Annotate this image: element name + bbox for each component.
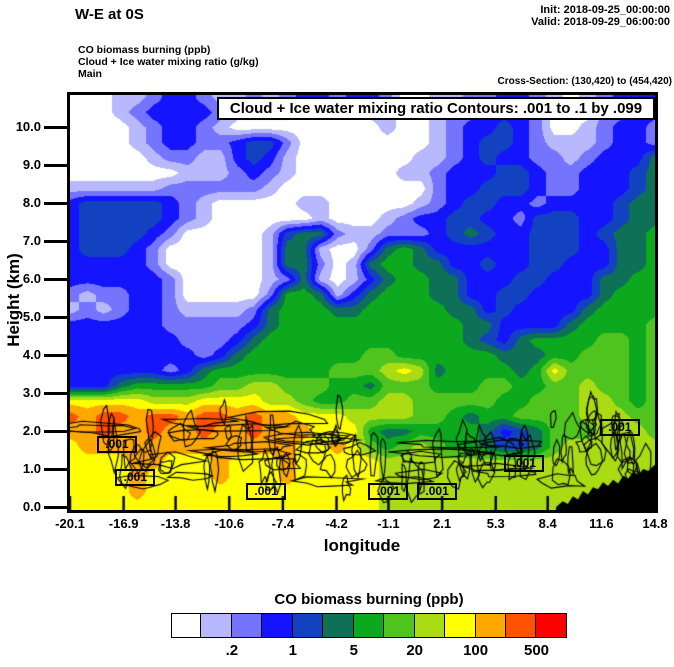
- colorbar-tick-label: .2: [225, 642, 239, 659]
- y-axis-title: Height (km): [4, 253, 23, 347]
- y-tick: [44, 392, 70, 395]
- cloud-contour-label: .001: [96, 435, 137, 453]
- field-line-main: Main: [78, 68, 102, 80]
- field-descriptions: CO biomass burning (ppb) Cloud + Ice wat…: [78, 44, 259, 80]
- x-tick-label: -20.1: [55, 516, 85, 531]
- y-tick-label: 2.0: [22, 423, 41, 438]
- y-tick: [44, 278, 70, 281]
- colorbar-swatch: [292, 613, 324, 638]
- x-axis-title: longitude: [323, 536, 401, 555]
- colorbar-swatch: [445, 613, 476, 638]
- y-tick: [44, 354, 70, 357]
- y-tick-label: 6.0: [22, 271, 41, 286]
- y-tick: [44, 316, 70, 319]
- valid-time: Valid: 2018-09-29_06:00:00: [531, 16, 670, 28]
- colorbar-tick-label: 1: [288, 642, 297, 659]
- colorbar-swatch: [171, 613, 202, 638]
- cloud-contour-label: .001: [599, 418, 640, 436]
- y-tick: [44, 468, 70, 471]
- y-tick-label: 8.0: [22, 195, 41, 210]
- colorbar-swatch: [414, 613, 446, 638]
- x-tick-label: -16.9: [108, 516, 139, 531]
- x-tick-label: 5.3: [486, 516, 505, 531]
- cloud-contour-label: .001: [246, 483, 287, 501]
- x-tick-label: 11.6: [589, 516, 614, 531]
- colorbar-swatch: [536, 613, 567, 638]
- colorbar-swatch: [353, 613, 385, 638]
- colorbar-tick-label: 500: [524, 642, 550, 659]
- cross-section-coords: Cross-Section: (130,420) to (454,420): [497, 76, 672, 87]
- y-tick-label: 4.0: [22, 347, 41, 362]
- cloud-contour-label: .001: [504, 454, 545, 472]
- colorbar-swatch: [323, 613, 354, 638]
- y-tick: [44, 164, 70, 167]
- x-tick-label: -7.4: [271, 516, 295, 531]
- cross-section-plot: [70, 95, 655, 510]
- y-tick-label: 10.0: [15, 119, 41, 134]
- y-tick-label: 7.0: [22, 233, 41, 248]
- x-tick-label: 2.1: [433, 516, 452, 531]
- y-tick: [44, 506, 70, 509]
- x-tick-label: -4.2: [325, 516, 348, 531]
- colorbar-swatch: [201, 613, 232, 638]
- cloud-contour-label: .001: [368, 483, 409, 501]
- y-tick: [44, 430, 70, 433]
- page-title: W-E at 0S: [75, 6, 144, 23]
- init-time: Init: 2018-09-25_00:00:00: [540, 4, 670, 16]
- y-tick-label: 1.0: [22, 461, 41, 476]
- colorbar-tick-label: 5: [349, 642, 358, 659]
- y-tick-label: 3.0: [22, 385, 41, 400]
- colorbar: [171, 613, 567, 638]
- y-tick: [44, 126, 70, 129]
- field-line-co: CO biomass burning (ppb): [78, 44, 211, 56]
- plot-frame: [67, 92, 658, 513]
- colorbar-tick-label: 100: [463, 642, 489, 659]
- colorbar-title: CO biomass burning (ppb): [274, 591, 464, 608]
- y-tick: [44, 202, 70, 205]
- colorbar-swatch: [384, 613, 415, 638]
- contour-info-box: Cloud + Ice water mixing ratio Contours:…: [217, 97, 655, 120]
- colorbar-swatch: [231, 613, 263, 638]
- colorbar-swatch: [475, 613, 506, 638]
- y-tick: [44, 240, 70, 243]
- y-tick-label: 9.0: [22, 157, 41, 172]
- y-tick-label: 0.0: [22, 499, 41, 514]
- field-line-cloud: Cloud + Ice water mixing ratio (g/kg): [78, 56, 259, 68]
- cloud-contour-label: .001: [115, 468, 156, 486]
- cloud-contour-label: .001: [417, 483, 458, 501]
- x-tick-label: -10.6: [214, 516, 245, 531]
- x-tick-label: 8.4: [538, 516, 557, 531]
- x-tick-label: -13.8: [160, 516, 191, 531]
- colorbar-swatch: [262, 613, 293, 638]
- colorbar-swatch: [505, 613, 537, 638]
- run-times: Init: 2018-09-25_00:00:00 Valid: 2018-09…: [531, 4, 670, 28]
- x-tick-label: 14.8: [642, 516, 668, 531]
- colorbar-tick-label: 20: [406, 642, 424, 659]
- x-tick-label: -1.1: [377, 516, 400, 531]
- y-tick-label: 5.0: [22, 309, 41, 324]
